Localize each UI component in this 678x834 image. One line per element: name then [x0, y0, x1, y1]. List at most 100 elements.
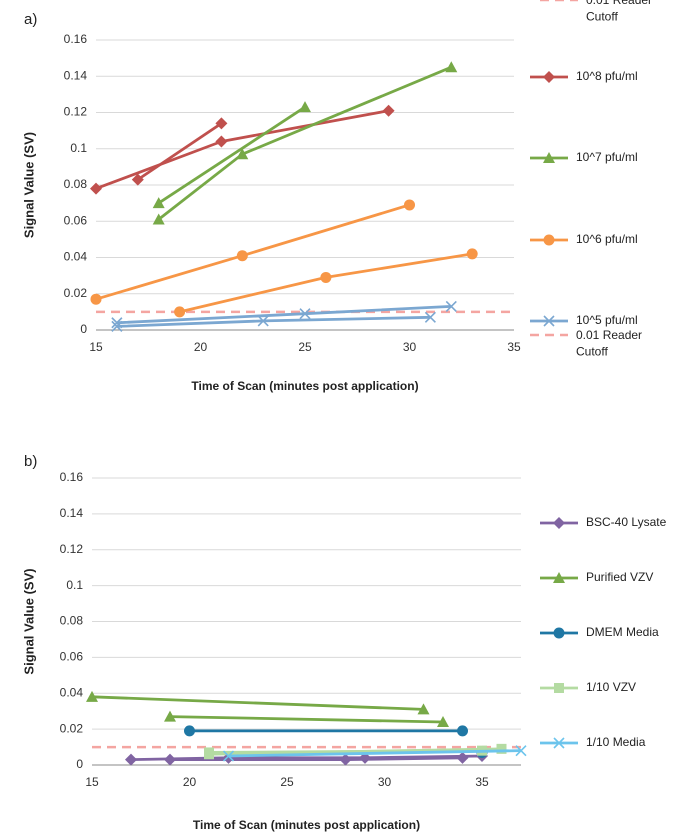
legend-label: Purified VZV [586, 570, 653, 584]
legend-marker [553, 517, 565, 529]
x-tick-label: 30 [378, 775, 392, 789]
data-point [404, 199, 415, 211]
series-2 [86, 690, 449, 727]
data-point [299, 101, 311, 113]
y-tick-label: 0.16 [64, 32, 88, 46]
panel-label: a) [24, 11, 37, 28]
legend-marker [553, 627, 565, 639]
y-tick-label: 0.14 [64, 68, 88, 82]
data-point [125, 753, 137, 766]
series-line [228, 749, 522, 758]
y-tick-label: 0.08 [64, 177, 88, 191]
chart-panel-2: b) 0 0.02 0.04 0.06 0.08 0.1 0.12 0.14 0.16 15 20 25… [21, 0, 667, 832]
legend-label: 10^6 pfu/ml [576, 232, 638, 246]
data-point [445, 61, 458, 73]
data-point [257, 315, 269, 327]
y-tick-label: 0.04 [64, 250, 88, 264]
x-tick-label: 15 [89, 340, 103, 354]
x-tick-label: 25 [280, 775, 294, 789]
y-tick-label: 0.08 [60, 614, 84, 628]
series-line [137, 122, 223, 181]
data-point [437, 715, 449, 727]
legend-label: 10^7 pfu/ml [576, 150, 638, 164]
data-point [456, 751, 469, 764]
series-line [157, 105, 306, 205]
data-point [204, 747, 214, 758]
x-tick-label: 35 [475, 775, 489, 789]
legend-label: DMEM Media [586, 625, 659, 639]
series-3 [90, 199, 478, 318]
data-point [496, 743, 507, 754]
y-tick-label: 0.1 [70, 141, 87, 155]
data-point [339, 753, 352, 766]
series-line [157, 65, 452, 221]
x-axis-title: Time of Scan (minutes post application) [191, 379, 418, 393]
legend-label: 10^5 pfu/ml [576, 313, 638, 327]
y-axis-title: Signal Value (SV) [21, 568, 36, 674]
legend-marker [543, 234, 555, 246]
legend: 10^8 pfu/ml 10^7 pfu/ml 10^6 pfu/ml 10^5 pf… [530, 69, 642, 358]
legend-marker [543, 71, 555, 83]
data-point [417, 703, 430, 715]
y-tick-label: 0.02 [64, 286, 88, 300]
data-point [236, 250, 248, 262]
data-point [457, 725, 468, 737]
data-point [152, 213, 165, 225]
x-axis-title: Time of Scan (minutes post application) [193, 818, 420, 832]
data-point [445, 300, 457, 313]
data-point [164, 710, 176, 722]
data-point [152, 197, 165, 209]
y-tick-label: 0 [76, 757, 83, 771]
x-tick-label: 25 [298, 340, 312, 354]
x-tick-label: 20 [183, 775, 197, 789]
data-point [466, 248, 478, 260]
series-5 [222, 745, 527, 762]
legend-label: BSC-40 Lysate [586, 515, 667, 529]
x-tick-label: 20 [194, 340, 208, 354]
legend-label: 0.01 Reader Cutoff [576, 328, 642, 358]
y-tick-label: 0 [80, 322, 87, 336]
y-tick-label: 0.14 [60, 506, 84, 520]
series-line [95, 203, 410, 301]
y-tick-label: 0.02 [60, 721, 84, 735]
series-2 [152, 61, 458, 225]
legend: BSC-40 Lysate Purified VZV DMEM Media 1/10 … [540, 0, 667, 749]
x-tick-label: 15 [85, 775, 99, 789]
data-point [320, 271, 332, 283]
y-tick-label: 0.04 [60, 685, 84, 699]
y-tick-label: 0.06 [60, 650, 84, 664]
data-point [382, 104, 395, 117]
data-point [184, 725, 195, 737]
panel-label: b) [24, 453, 37, 470]
data-point [215, 135, 228, 148]
legend-marker [543, 152, 555, 163]
y-tick-label: 0.06 [64, 213, 88, 227]
data-point [424, 311, 436, 323]
data-point [215, 117, 228, 130]
legend-marker [554, 683, 564, 693]
legend-marker [553, 737, 565, 749]
data-point [174, 306, 186, 318]
legend-label: 1/10 VZV [586, 680, 636, 694]
y-tick-label: 0.12 [64, 105, 88, 119]
data-point [90, 182, 102, 195]
data-point [515, 745, 527, 757]
data-point [131, 173, 144, 186]
series-1 [125, 750, 488, 766]
x-tick-label: 30 [403, 340, 417, 354]
series-1 [90, 104, 395, 195]
series-line [91, 695, 424, 711]
legend-marker [553, 572, 565, 583]
data-point [111, 320, 123, 332]
legend-label: 1/10 Media [586, 735, 646, 749]
chart-panel-1: a) 0 0.02 0.04 0.06 0.08 0.1 0.12 0.14 0.16 15 20 25… [21, 11, 642, 393]
legend-marker [543, 315, 555, 327]
data-point [222, 750, 235, 762]
x-tick-label: 35 [507, 340, 521, 354]
data-point [164, 753, 176, 766]
y-tick-label: 0.12 [60, 542, 84, 556]
legend-label: 0.01 Reader Cutoff [586, 0, 652, 23]
series-4 [111, 300, 457, 332]
y-tick-label: 0.1 [66, 578, 83, 592]
